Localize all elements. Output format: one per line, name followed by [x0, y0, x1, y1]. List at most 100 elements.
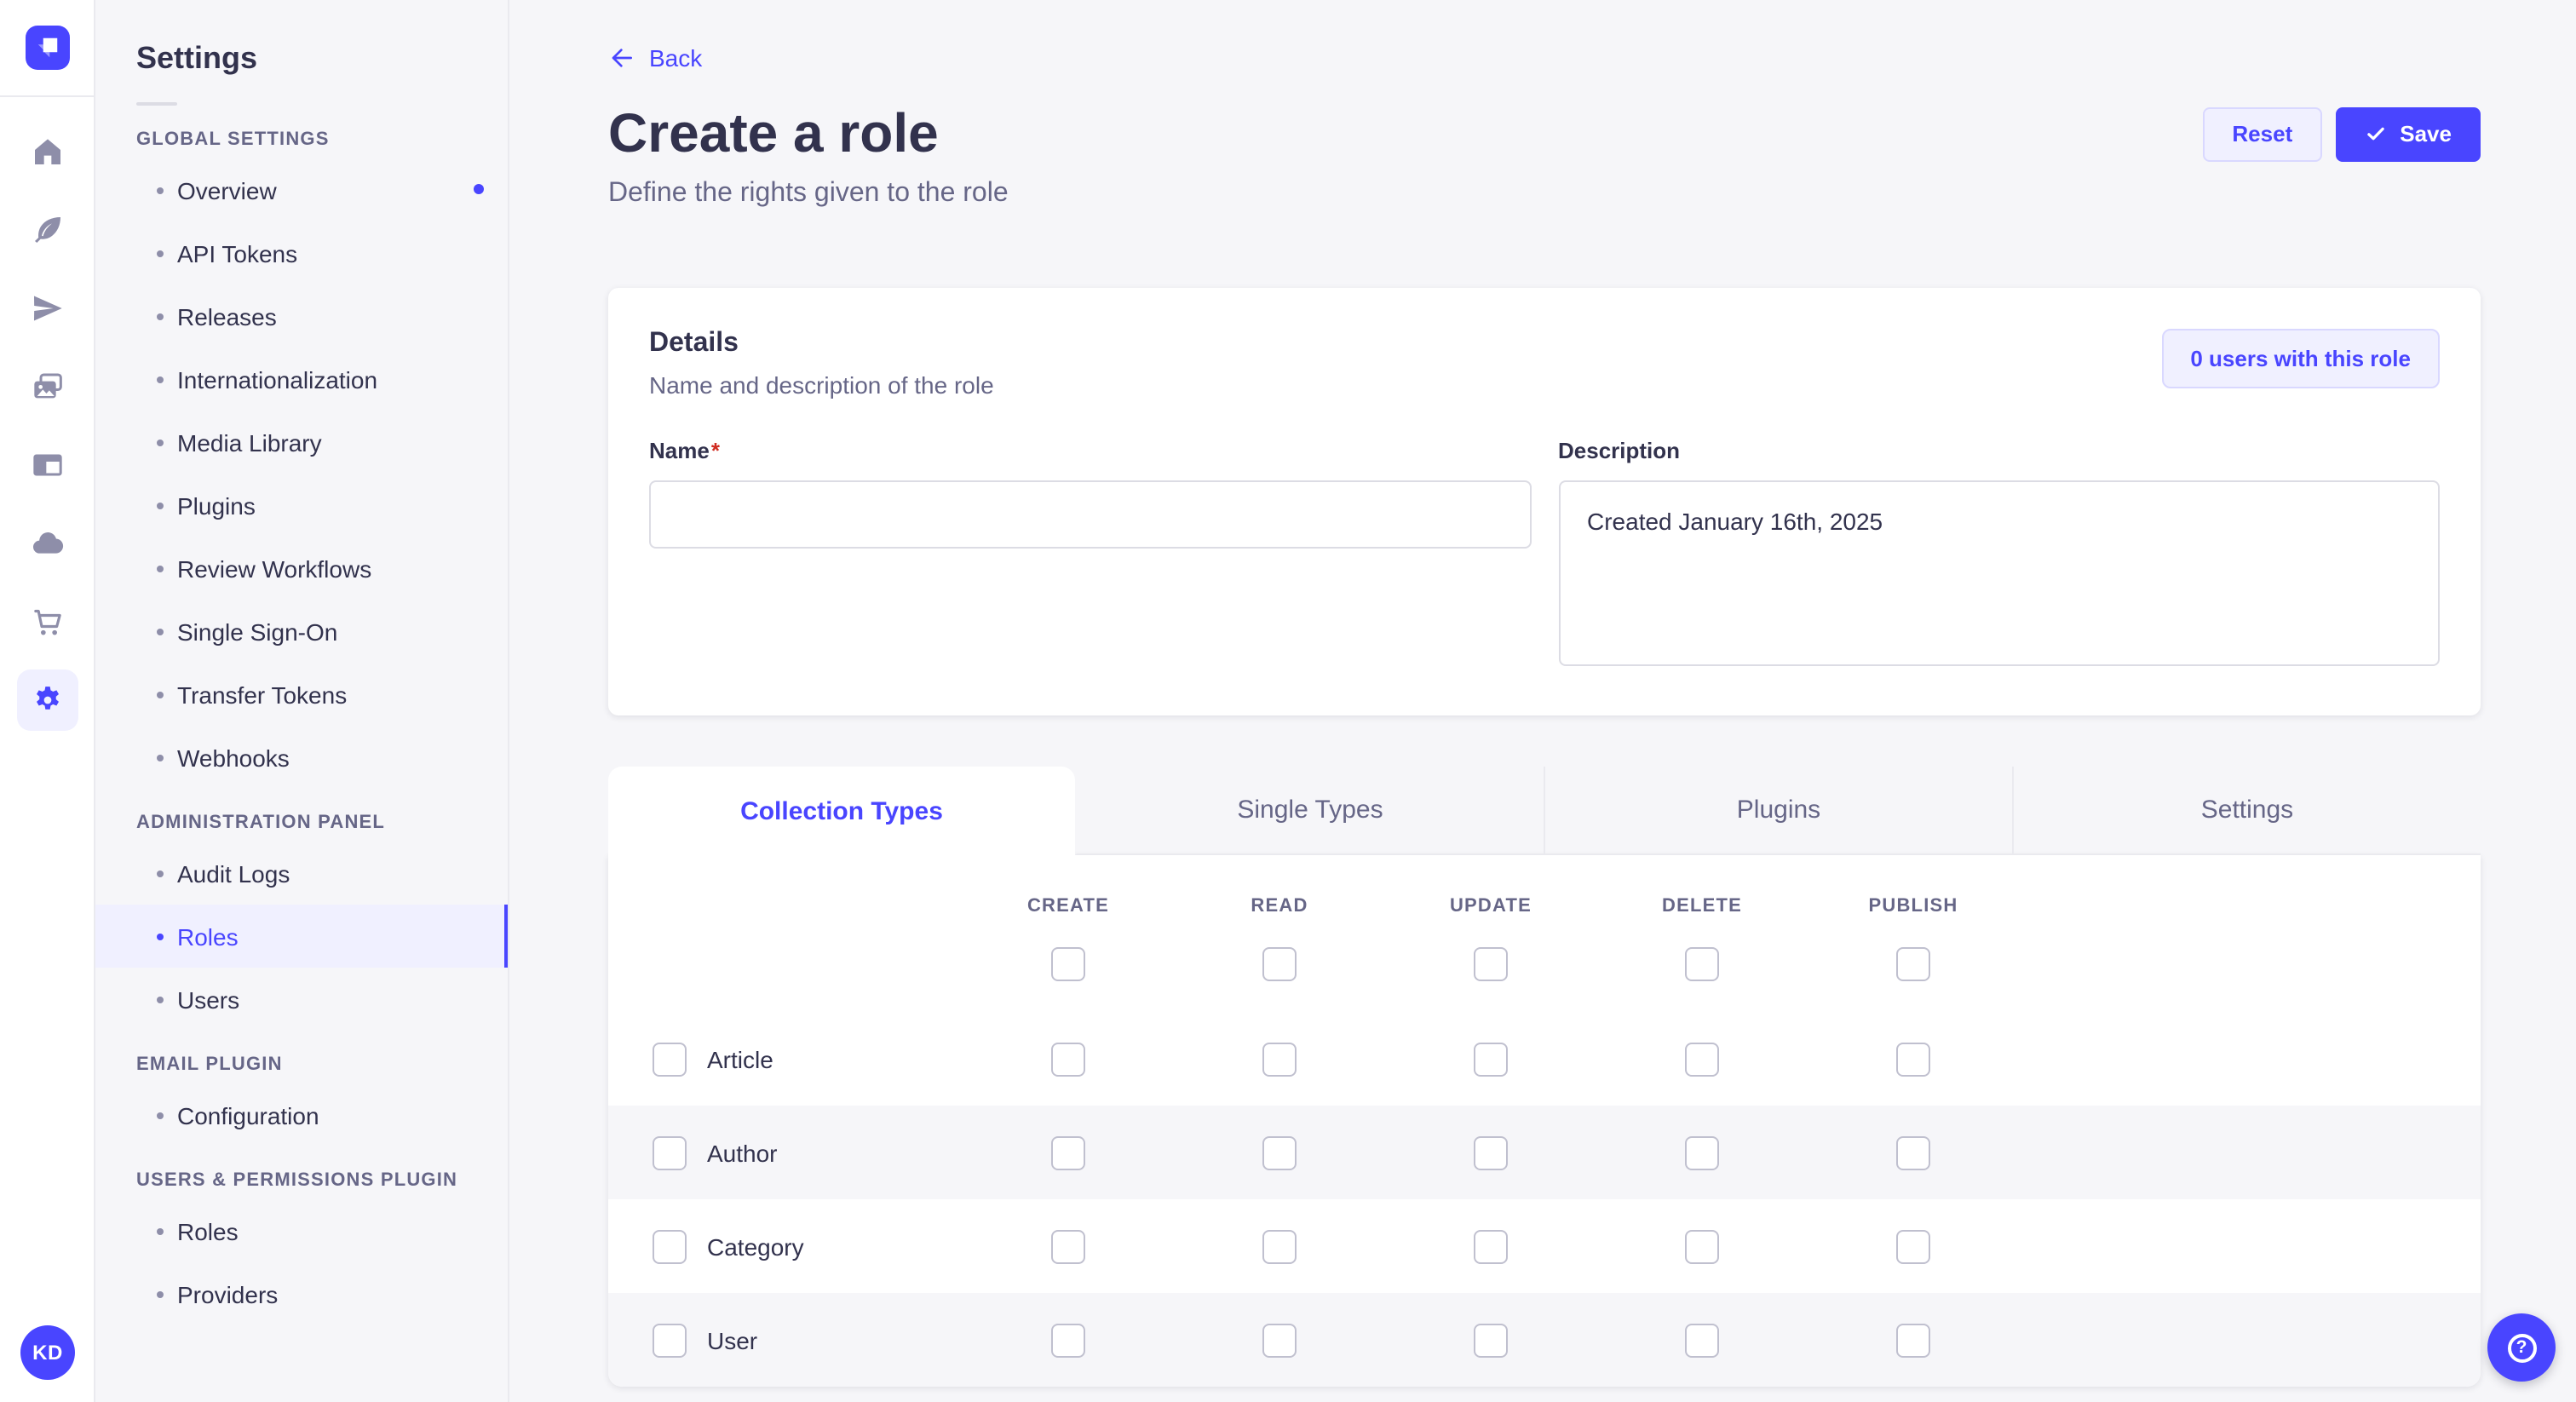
nav-deploy-button[interactable]	[16, 513, 78, 574]
select-all-create-checkbox[interactable]	[1051, 947, 1085, 982]
page-subtitle: Define the rights given to the role	[608, 179, 1009, 209]
nav-content-manager-button[interactable]	[16, 199, 78, 261]
permissions-tabbar: Collection Types Single Types Plugins Se…	[608, 767, 2481, 856]
nav-settings-button[interactable]	[16, 669, 78, 731]
feather-icon	[34, 217, 60, 243]
category-read-checkbox[interactable]	[1262, 1229, 1297, 1264]
rail-nav	[16, 121, 78, 731]
select-all-delete-checkbox[interactable]	[1685, 947, 1719, 982]
user-publish-checkbox[interactable]	[1896, 1323, 1930, 1358]
rail-divider	[0, 95, 95, 97]
sidebar-item-api-tokens[interactable]: API Tokens	[95, 221, 508, 284]
author-update-checkbox[interactable]	[1474, 1135, 1508, 1170]
sidebar-item-configuration[interactable]: Configuration	[95, 1083, 508, 1146]
sidebar-item-webhooks[interactable]: Webhooks	[95, 726, 508, 789]
select-all-update-checkbox[interactable]	[1474, 947, 1508, 982]
nav-releases-button[interactable]	[16, 278, 78, 339]
sidebar-item-label: Webhooks	[177, 744, 290, 771]
sidebar-item-single-sign-on[interactable]: Single Sign-On	[95, 600, 508, 663]
nav-media-library-button[interactable]	[16, 356, 78, 417]
user-read-checkbox[interactable]	[1262, 1323, 1297, 1358]
sidebar-item-transfer-tokens[interactable]: Transfer Tokens	[95, 663, 508, 726]
bullet-icon	[157, 754, 164, 761]
name-input[interactable]	[649, 480, 1531, 549]
home-icon	[34, 139, 60, 164]
back-label: Back	[649, 44, 703, 72]
notification-dot	[474, 184, 484, 194]
sidebar-item-label: Releases	[177, 302, 277, 330]
user-avatar[interactable]: KD	[20, 1325, 75, 1380]
user-row-checkbox[interactable]	[653, 1323, 687, 1358]
section-email-plugin: EMAIL PLUGIN	[136, 1054, 283, 1075]
tab-single-types[interactable]: Single Types	[1075, 767, 1544, 856]
sidebar-item-overview[interactable]: Overview	[95, 158, 508, 221]
users-with-role-button[interactable]: 0 users with this role	[2161, 329, 2440, 389]
article-read-checkbox[interactable]	[1262, 1042, 1297, 1077]
select-all-read-checkbox[interactable]	[1262, 947, 1297, 982]
sidebar-item-providers[interactable]: Providers	[95, 1262, 508, 1325]
save-button[interactable]: Save	[2335, 106, 2481, 162]
author-row-checkbox[interactable]	[653, 1135, 687, 1170]
sidebar-item-roles-up[interactable]: Roles	[95, 1199, 508, 1262]
section-users-permissions-plugin: USERS & PERMISSIONS PLUGIN	[136, 1170, 458, 1191]
sidebar-item-users[interactable]: Users	[95, 968, 508, 1031]
author-read-checkbox[interactable]	[1262, 1135, 1297, 1170]
sidebar-item-label: Single Sign-On	[177, 618, 338, 645]
category-publish-checkbox[interactable]	[1896, 1229, 1930, 1264]
author-delete-checkbox[interactable]	[1685, 1135, 1719, 1170]
bullet-icon	[157, 628, 164, 635]
article-update-checkbox[interactable]	[1474, 1042, 1508, 1077]
section-administration-panel: ADMINISTRATION PANEL	[136, 813, 386, 833]
tab-plugins[interactable]: Plugins	[1544, 767, 2012, 856]
category-delete-checkbox[interactable]	[1685, 1229, 1719, 1264]
nav-home-button[interactable]	[16, 121, 78, 182]
sidebar-item-label: Audit Logs	[177, 859, 290, 887]
sidebar-item-releases[interactable]: Releases	[95, 284, 508, 348]
category-update-checkbox[interactable]	[1474, 1229, 1508, 1264]
nav-marketplace-button[interactable]	[16, 591, 78, 652]
cart-icon	[33, 609, 60, 635]
name-field-group: Name *	[649, 436, 1531, 675]
subnav-title: Settings	[136, 41, 258, 75]
reset-button[interactable]: Reset	[2203, 106, 2322, 162]
article-row-checkbox[interactable]	[653, 1042, 687, 1077]
article-publish-checkbox[interactable]	[1896, 1042, 1930, 1077]
description-textarea[interactable]: Created January 16th, 2025	[1558, 480, 2440, 667]
help-button[interactable]: ?	[2487, 1313, 2556, 1382]
sidebar-item-internationalization[interactable]: Internationalization	[95, 348, 508, 411]
permissions-table-header: CREATE READ UPDATE DELETE PUBLISH	[608, 855, 2481, 1012]
row-label: Article	[707, 1045, 773, 1073]
main-content: Back Create a role Reset Save Define the…	[509, 0, 2576, 1402]
table-row-author: Author	[608, 1106, 2481, 1200]
sidebar-item-review-workflows[interactable]: Review Workflows	[95, 537, 508, 600]
bullet-icon	[157, 439, 164, 445]
tab-collection-types[interactable]: Collection Types	[608, 767, 1075, 856]
category-create-checkbox[interactable]	[1051, 1229, 1085, 1264]
sidebar-item-media-library[interactable]: Media Library	[95, 411, 508, 474]
user-delete-checkbox[interactable]	[1685, 1323, 1719, 1358]
bullet-icon	[157, 996, 164, 1003]
user-create-checkbox[interactable]	[1051, 1323, 1085, 1358]
back-link[interactable]: Back	[608, 44, 702, 72]
bullet-icon	[157, 1112, 164, 1118]
article-create-checkbox[interactable]	[1051, 1042, 1085, 1077]
sidebar-item-roles-admin[interactable]: Roles	[95, 905, 508, 968]
details-card: Details Name and description of the role…	[608, 288, 2481, 716]
strapi-logo-button[interactable]	[25, 26, 69, 70]
header-actions: Reset Save	[2203, 106, 2481, 162]
select-all-publish-checkbox[interactable]	[1896, 947, 1930, 982]
tab-settings[interactable]: Settings	[2012, 767, 2481, 856]
name-label: Name *	[649, 438, 720, 463]
row-name-cell: Article	[608, 1042, 963, 1077]
media-library-icon	[33, 373, 61, 399]
table-row-user: User	[608, 1293, 2481, 1388]
author-publish-checkbox[interactable]	[1896, 1135, 1930, 1170]
sidebar-item-label: Plugins	[177, 491, 256, 519]
sidebar-item-plugins[interactable]: Plugins	[95, 474, 508, 537]
user-update-checkbox[interactable]	[1474, 1323, 1508, 1358]
category-row-checkbox[interactable]	[653, 1229, 687, 1264]
author-create-checkbox[interactable]	[1051, 1135, 1085, 1170]
sidebar-item-audit-logs[interactable]: Audit Logs	[95, 842, 508, 905]
article-delete-checkbox[interactable]	[1685, 1042, 1719, 1077]
nav-content-type-builder-button[interactable]	[16, 434, 78, 496]
